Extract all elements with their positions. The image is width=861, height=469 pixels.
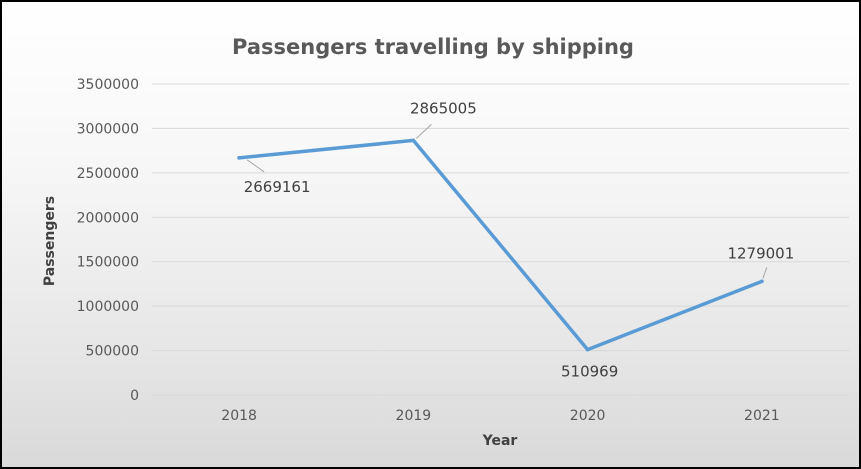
chart-title: Passengers travelling by shipping: [232, 35, 634, 59]
x-tick-label: 2018: [221, 408, 257, 424]
leader-line: [246, 159, 265, 173]
data-labels: 2669161 2865005 510969 1279001: [244, 99, 795, 380]
y-tick-label: 1000000: [77, 299, 139, 315]
y-tick-label: 3500000: [77, 77, 139, 93]
x-axis-title: Year: [482, 433, 518, 449]
data-label: 2865005: [410, 99, 477, 117]
data-point: [760, 279, 764, 284]
series-line: [237, 138, 764, 352]
x-axis-ticks: 2018 2019 2020 2021: [221, 408, 779, 424]
series-group: [237, 138, 764, 352]
data-point: [411, 138, 416, 143]
leader-line: [416, 124, 432, 139]
y-tick-label: 3000000: [77, 121, 139, 137]
x-tick-label: 2019: [396, 408, 432, 424]
y-tick-label: 1500000: [77, 255, 139, 271]
data-label: 1279001: [727, 244, 794, 262]
x-tick-label: 2020: [570, 408, 606, 424]
y-tick-label: 2500000: [77, 166, 139, 182]
data-point: [585, 347, 590, 352]
y-tick-label: 0: [130, 388, 139, 404]
gridlines: [152, 83, 849, 396]
leader-line: [762, 267, 768, 279]
y-tick-label: 500000: [86, 344, 139, 360]
x-tick-label: 2021: [744, 408, 780, 424]
data-label: 510969: [561, 363, 618, 381]
y-tick-label: 2000000: [77, 210, 139, 226]
y-axis-title: Passengers: [42, 196, 58, 286]
data-point: [237, 156, 241, 160]
y-axis-ticks: 0 500000 1000000 1500000 2000000 2500000 30000…: [77, 77, 139, 404]
data-label: 2669161: [244, 178, 311, 196]
